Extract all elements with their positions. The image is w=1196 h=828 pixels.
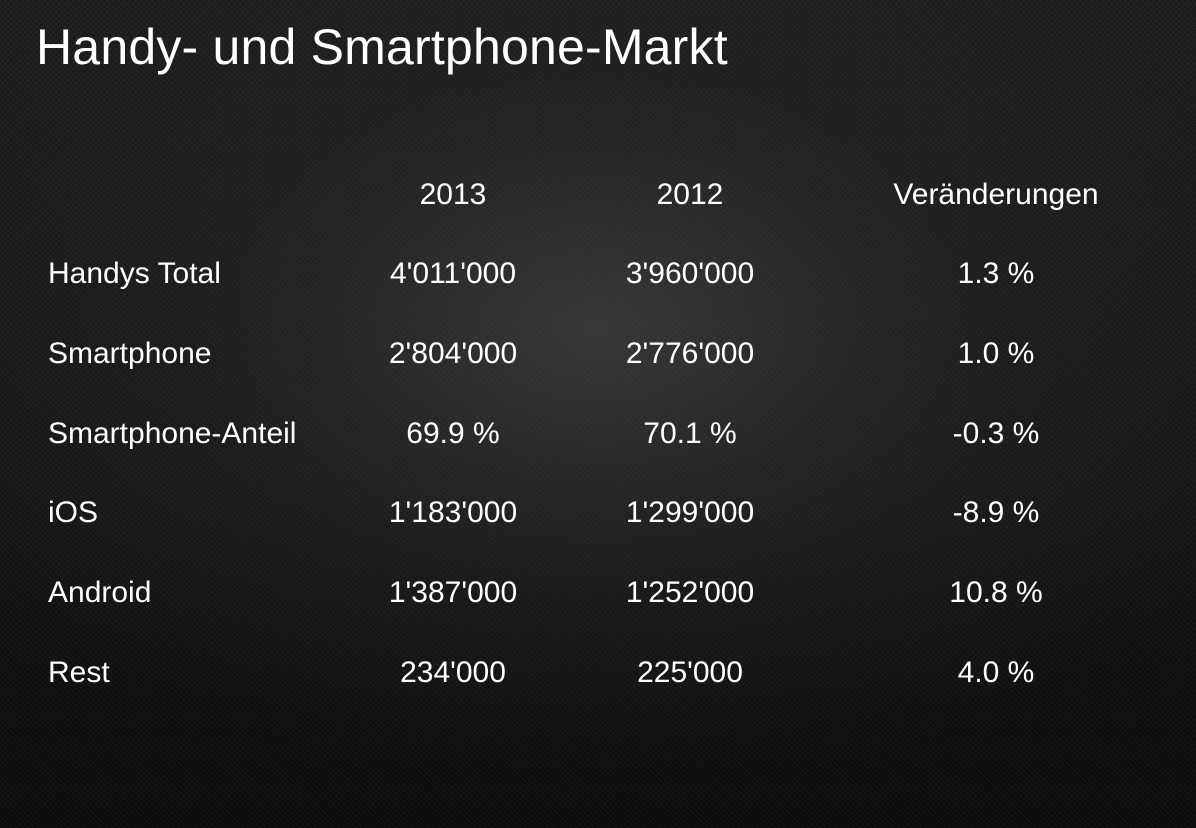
cell-2013: 1'183'000	[388, 496, 518, 529]
cell-2013: 4'011'000	[389, 257, 517, 290]
cell-2013: 69.9 %	[406, 417, 500, 450]
table-row: Smartphone-Anteil 69.9 % 70.1 % -0.3 %	[0, 414, 1196, 454]
row-label: iOS	[48, 496, 99, 529]
cell-2012: 3'960'000	[625, 257, 755, 290]
table-header-row: 2013 2012 Veränderungen	[0, 175, 1196, 215]
cell-2012: 1'252'000	[625, 576, 755, 609]
column-header-2012: 2012	[656, 178, 724, 211]
cell-2012: 225'000	[637, 656, 743, 689]
column-header-2013: 2013	[419, 178, 487, 211]
table-row: Smartphone 2'804'000 2'776'000 1.0 %	[0, 334, 1196, 374]
cell-change: -8.9 %	[952, 496, 1040, 529]
row-label: Android	[48, 576, 152, 609]
cell-change: 1.3 %	[957, 257, 1035, 290]
cell-change: 1.0 %	[957, 337, 1035, 370]
slide-title: Handy- und Smartphone-Markt	[36, 19, 728, 75]
cell-change: 10.8 %	[949, 576, 1043, 609]
table-row: Rest 234'000 225'000 4.0 %	[0, 653, 1196, 693]
table-row: Android 1'387'000 1'252'000 10.8 %	[0, 573, 1196, 613]
table-row: iOS 1'183'000 1'299'000 -8.9 %	[0, 493, 1196, 533]
cell-2012: 70.1 %	[643, 417, 737, 450]
cell-2012: 2'776'000	[625, 337, 755, 370]
row-label: Smartphone	[48, 337, 212, 370]
cell-2013: 2'804'000	[388, 337, 518, 370]
row-label: Smartphone-Anteil	[48, 417, 297, 450]
column-header-change: Veränderungen	[893, 178, 1099, 211]
cell-change: -0.3 %	[952, 417, 1040, 450]
cell-2013: 234'000	[400, 656, 506, 689]
table-row: Handys Total 4'011'000 3'960'000 1.3 %	[0, 254, 1196, 294]
row-label: Rest	[48, 656, 110, 689]
cell-2012: 1'299'000	[625, 496, 755, 529]
cell-2013: 1'387'000	[388, 576, 518, 609]
cell-change: 4.0 %	[957, 656, 1035, 689]
row-label: Handys Total	[48, 257, 221, 290]
